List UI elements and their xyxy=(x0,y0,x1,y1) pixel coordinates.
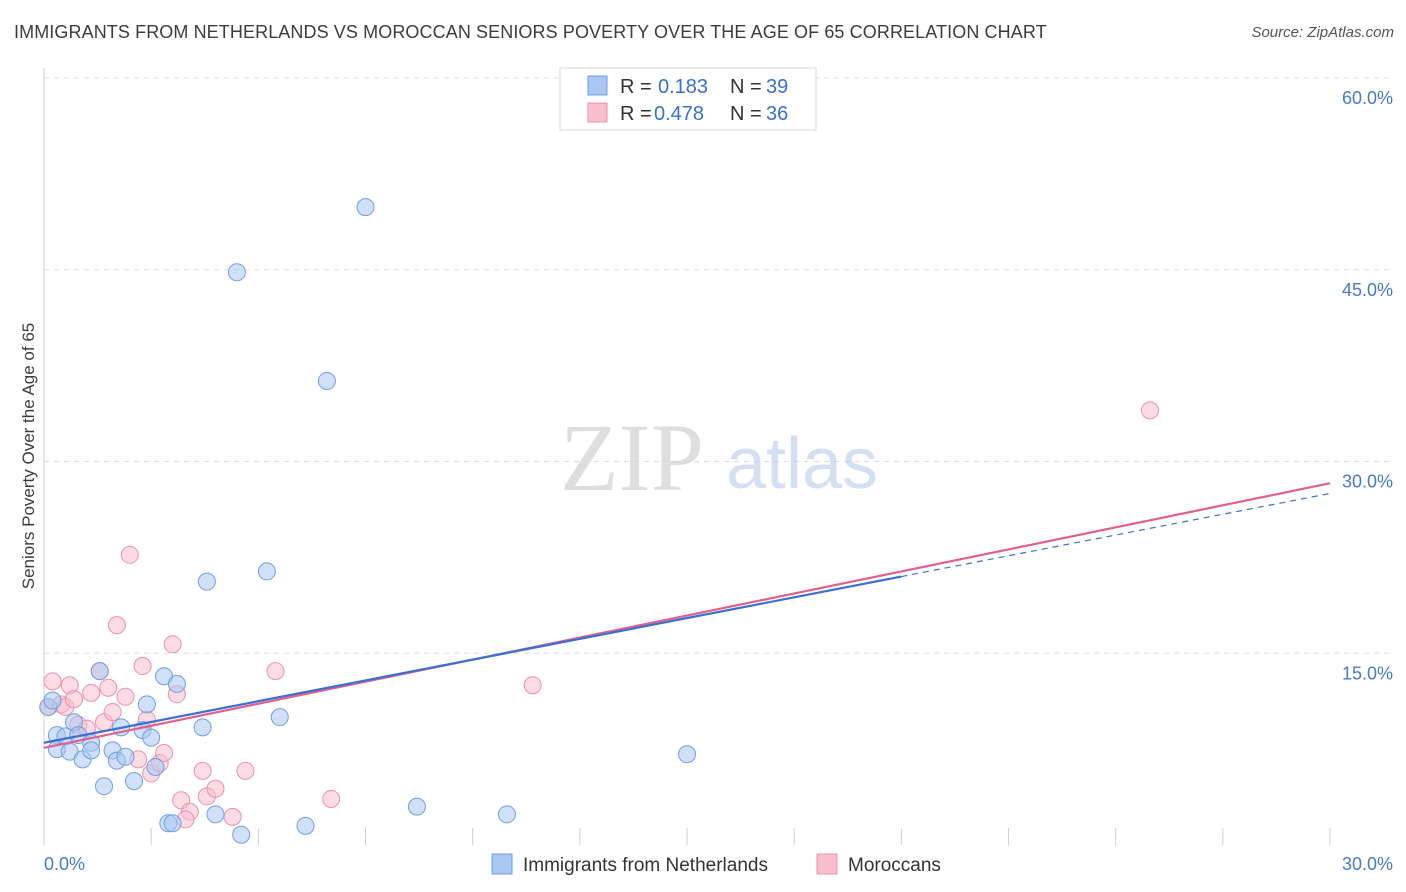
netherlands-point-18 xyxy=(137,695,156,714)
moroccans-point-5 xyxy=(65,690,84,709)
netherlands-point-16 xyxy=(125,772,144,791)
legend-r-label-moroccans: R = xyxy=(620,103,652,125)
y-tick-label-15: 15.0% xyxy=(1342,663,1393,683)
netherlands-point-27 xyxy=(206,805,225,824)
moroccans-point-35 xyxy=(1140,401,1159,420)
moroccans-point-31 xyxy=(236,761,255,780)
moroccans-point-12 xyxy=(103,703,122,722)
moroccans-point-30 xyxy=(223,807,242,826)
legend-n-label-netherlands: N = xyxy=(730,76,762,98)
moroccans-point-8 xyxy=(82,683,101,702)
moroccans-point-27 xyxy=(193,761,212,780)
series-netherlands-points xyxy=(39,198,696,844)
x-axis-ticks xyxy=(150,828,1331,845)
trend-line-netherlands-extension xyxy=(901,492,1331,578)
netherlands-point-19 xyxy=(142,728,161,747)
legend-r-value-netherlands: 0.183 xyxy=(658,76,708,98)
moroccans-point-11 xyxy=(99,678,118,697)
moroccans-point-34 xyxy=(523,676,542,695)
legend-n-label-moroccans: N = xyxy=(730,103,762,125)
netherlands-point-10 xyxy=(90,662,109,681)
correlation-legend: R = 0.183 N = 39 R = 0.478 N = 36 xyxy=(559,67,817,131)
legend-r-label-netherlands: R = xyxy=(620,76,652,98)
netherlands-point-29 xyxy=(227,263,246,282)
trend-lines xyxy=(43,482,1331,749)
moroccans-point-22 xyxy=(163,635,182,654)
x-tick-label-max: 30.0% xyxy=(1342,854,1393,874)
chart-title: IMMIGRANTS FROM NETHERLANDS VS MOROCCAN … xyxy=(14,22,1047,42)
series-legend: Immigrants from Netherlands Moroccans xyxy=(491,853,941,876)
moroccans-point-33 xyxy=(322,789,341,808)
netherlands-point-26 xyxy=(197,572,216,591)
legend-swatch-moroccans xyxy=(587,102,608,123)
netherlands-point-35 xyxy=(407,797,426,816)
netherlands-point-32 xyxy=(296,816,315,835)
legend-n-value-netherlands: 39 xyxy=(766,76,788,98)
netherlands-point-24 xyxy=(163,814,182,833)
netherlands-point-11 xyxy=(95,777,114,796)
trend-line-netherlands xyxy=(43,575,902,744)
watermark-atlas: atlas xyxy=(726,424,878,504)
netherlands-point-15 xyxy=(116,747,135,766)
moroccans-point-21 xyxy=(155,743,174,762)
y-tick-label-30: 30.0% xyxy=(1342,472,1393,492)
netherlands-point-36 xyxy=(497,805,516,824)
moroccans-point-17 xyxy=(133,657,152,676)
series-legend-swatch-moroccans xyxy=(816,853,838,875)
y-tick-label-60: 60.0% xyxy=(1342,88,1393,108)
netherlands-point-28 xyxy=(232,825,251,844)
watermark-zip: ZIP xyxy=(560,404,704,511)
y-tick-label-45: 45.0% xyxy=(1342,280,1393,300)
x-tick-label-min: 0.0% xyxy=(44,854,85,874)
netherlands-point-37 xyxy=(678,745,696,764)
moroccans-point-29 xyxy=(206,779,225,798)
netherlands-point-23 xyxy=(167,674,186,693)
moroccans-point-13 xyxy=(107,616,126,635)
netherlands-point-34 xyxy=(356,198,375,217)
netherlands-point-30 xyxy=(257,562,276,581)
series-legend-label-moroccans: Moroccans xyxy=(848,855,941,876)
legend-r-value-moroccans: 0.478 xyxy=(654,103,704,125)
trend-line-moroccans xyxy=(43,482,1331,749)
series-legend-swatch-netherlands xyxy=(491,853,513,875)
y-axis-label: Seniors Poverty Over the Age of 65 xyxy=(19,323,38,589)
moroccans-point-1 xyxy=(43,672,62,691)
moroccans-point-32 xyxy=(266,662,285,681)
legend-n-value-moroccans: 36 xyxy=(766,103,788,125)
netherlands-point-25 xyxy=(193,718,212,737)
netherlands-point-38 xyxy=(43,691,62,710)
series-legend-label-netherlands: Immigrants from Netherlands xyxy=(523,855,768,876)
netherlands-point-9 xyxy=(82,741,101,760)
netherlands-point-20 xyxy=(146,758,165,777)
moroccans-point-15 xyxy=(120,545,139,564)
moroccans-point-14 xyxy=(116,687,135,706)
y-axis-tick-labels: 15.0% 30.0% 45.0% 60.0% xyxy=(1342,88,1393,683)
netherlands-point-31 xyxy=(270,708,289,727)
netherlands-point-33 xyxy=(317,371,336,390)
grid-lines xyxy=(44,77,1393,654)
watermark: ZIP atlas xyxy=(560,404,878,511)
legend-swatch-netherlands xyxy=(587,75,608,96)
chart-source: Source: ZipAtlas.com xyxy=(1251,24,1394,41)
